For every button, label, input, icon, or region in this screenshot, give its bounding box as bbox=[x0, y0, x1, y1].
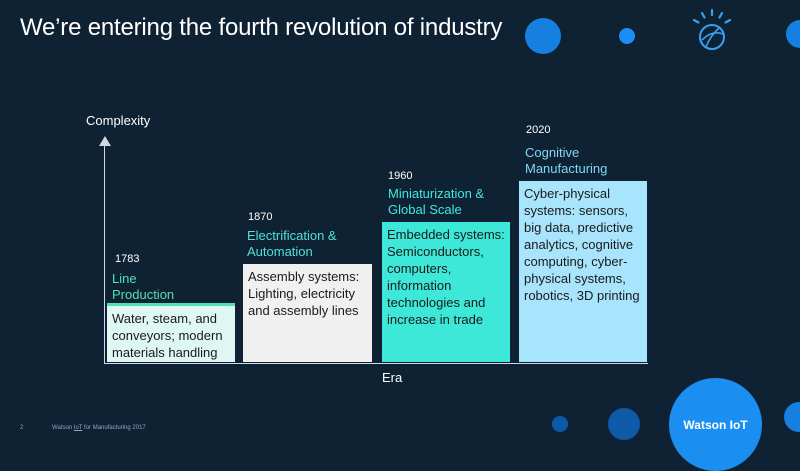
slide-title: We’re entering the fourth revolution of … bbox=[20, 14, 503, 41]
watson-iot-badge: Watson IoT bbox=[669, 378, 762, 471]
x-axis-label: Era bbox=[382, 370, 403, 385]
decor-circle-bottom-small bbox=[552, 416, 568, 432]
footer-text: Watson IoT for Manufacturing 2017 bbox=[52, 425, 146, 431]
era-title: Line Production bbox=[112, 271, 175, 302]
watson-globe-icon bbox=[692, 8, 732, 50]
y-axis-label: Complexity bbox=[86, 113, 151, 128]
era-box: Cyber-physical systems: sensors, big dat… bbox=[519, 181, 647, 362]
decor-circle-small bbox=[619, 28, 635, 44]
era-year: 2020 bbox=[526, 124, 551, 136]
page-number: 2 bbox=[20, 425, 24, 431]
decor-circle-large bbox=[525, 18, 561, 54]
decor-circle-bottom-large bbox=[608, 408, 640, 440]
era-box: Assembly systems: Lighting, electricity … bbox=[243, 264, 372, 362]
era-year: 1870 bbox=[248, 211, 273, 223]
footer-suffix: for Manufacturing 2017 bbox=[84, 425, 146, 431]
era-description: Cyber-physical systems: sensors, big dat… bbox=[524, 186, 640, 303]
era-box: Water, steam, and conveyors; modern mate… bbox=[107, 303, 235, 362]
era-title: Miniaturization & Global Scale bbox=[388, 186, 485, 217]
era-year: 1960 bbox=[388, 170, 413, 182]
era-year: 1783 bbox=[115, 253, 140, 265]
era-box: Embedded systems: Semiconductors, comput… bbox=[382, 222, 510, 362]
era-description: Water, steam, and conveyors; modern mate… bbox=[112, 311, 223, 360]
y-axis-arrow-icon bbox=[99, 136, 111, 146]
y-axis bbox=[104, 142, 105, 364]
era-title: Electrification & Automation bbox=[247, 228, 337, 259]
footer-brand: Watson bbox=[52, 425, 73, 431]
footer-iot: IoT bbox=[73, 425, 83, 431]
watson-iot-label: Watson IoT bbox=[683, 418, 748, 432]
era-title: Cognitive Manufacturing bbox=[525, 145, 608, 176]
decor-circle-edge bbox=[786, 20, 800, 48]
era-description: Embedded systems: Semiconductors, comput… bbox=[387, 227, 505, 327]
x-axis bbox=[104, 363, 648, 364]
era-description: Assembly systems: Lighting, electricity … bbox=[248, 269, 360, 318]
decor-circle-right bbox=[784, 402, 800, 432]
